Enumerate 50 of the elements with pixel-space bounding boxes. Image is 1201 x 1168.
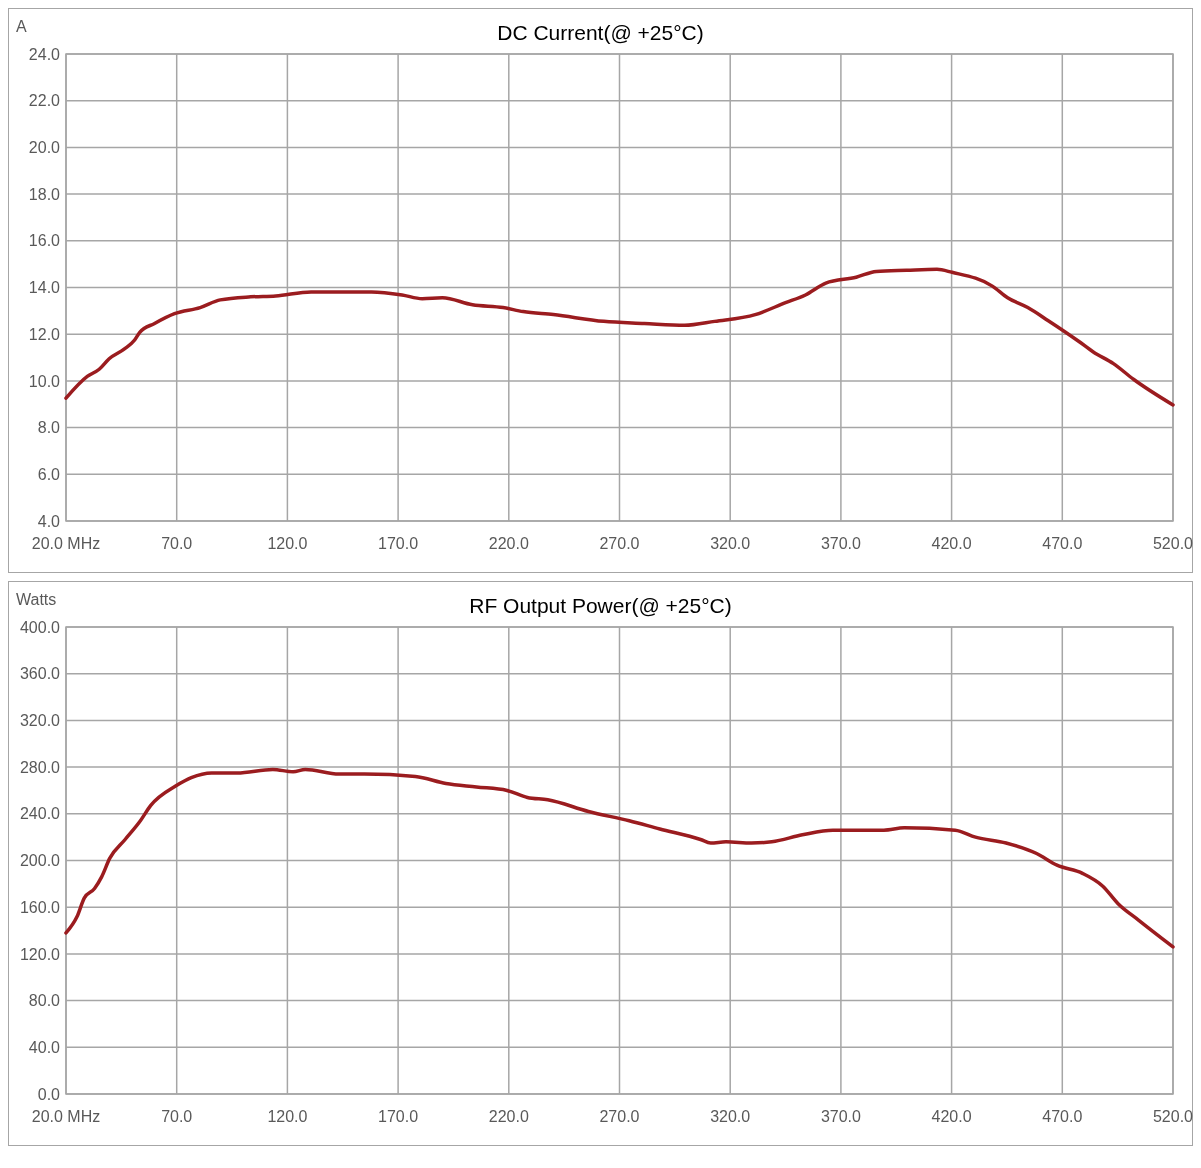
x-tick-label: 70.0 bbox=[161, 535, 193, 552]
x-tick-label: 20.0 MHz bbox=[31, 535, 101, 552]
y-tick-label: 40.0 bbox=[28, 1038, 61, 1056]
y-tick-label: 18.0 bbox=[28, 185, 61, 203]
x-tick-label: 470.0 bbox=[1042, 1108, 1083, 1125]
x-tick-label: 120.0 bbox=[267, 535, 308, 552]
y-tick-label: 320.0 bbox=[19, 712, 61, 729]
y-tick-label: 80.0 bbox=[28, 992, 61, 1010]
y-tick-label: 240.0 bbox=[19, 805, 61, 823]
x-tick-label: 220.0 bbox=[488, 1108, 529, 1125]
x-tick-label: 270.0 bbox=[599, 1108, 640, 1125]
x-tick-label: 320.0 bbox=[710, 535, 751, 552]
y-tick-label: 22.0 bbox=[28, 92, 61, 110]
x-tick-label: 420.0 bbox=[931, 535, 972, 552]
y-tick-label: 4.0 bbox=[37, 512, 61, 530]
y-tick-label: 10.0 bbox=[28, 372, 61, 390]
y-tick-label: 160.0 bbox=[19, 898, 61, 916]
line-series bbox=[64, 267, 1175, 407]
x-tick-label: 520.0 bbox=[1152, 535, 1194, 552]
y-tick-label: 16.0 bbox=[28, 232, 61, 250]
x-tick-label: 370.0 bbox=[820, 535, 862, 552]
y-tick-label: 0.0 bbox=[37, 1085, 61, 1103]
y-tick-label: 280.0 bbox=[19, 758, 61, 776]
y-tick-label: 200.0 bbox=[19, 852, 61, 870]
x-tick-label: 170.0 bbox=[378, 535, 419, 552]
y-tick-label: 20.0 bbox=[28, 139, 61, 156]
y-tick-label: 120.0 bbox=[19, 945, 61, 963]
x-tick-label: 70.0 bbox=[161, 1108, 193, 1125]
x-tick-label: 320.0 bbox=[710, 1108, 751, 1125]
y-axis-title: Watts bbox=[16, 591, 57, 608]
x-tick-label: 470.0 bbox=[1042, 535, 1083, 552]
y-tick-label: 24.0 bbox=[28, 45, 61, 63]
x-tick-label: 270.0 bbox=[599, 535, 640, 552]
y-tick-label: 400.0 bbox=[19, 618, 61, 636]
y-tick-label: 12.0 bbox=[28, 325, 61, 343]
y-axis-title: A bbox=[16, 18, 27, 35]
x-tick-label: 120.0 bbox=[267, 1108, 308, 1125]
x-tick-label: 370.0 bbox=[820, 1108, 862, 1125]
line-series bbox=[64, 767, 1175, 949]
y-tick-label: 6.0 bbox=[37, 465, 61, 483]
chart-title: DC Current(@ +25°C) bbox=[497, 21, 704, 44]
x-tick-label: 420.0 bbox=[931, 1108, 972, 1125]
x-tick-label: 20.0 MHz bbox=[31, 1108, 101, 1125]
y-tick-label: 14.0 bbox=[28, 279, 61, 297]
chart-title: RF Output Power(@ +25°C) bbox=[469, 594, 732, 617]
y-tick-label: 8.0 bbox=[37, 419, 61, 437]
x-tick-label: 220.0 bbox=[488, 535, 529, 552]
x-tick-label: 170.0 bbox=[378, 1108, 419, 1125]
y-tick-label: 360.0 bbox=[19, 665, 61, 683]
x-tick-label: 520.0 bbox=[1152, 1108, 1194, 1125]
